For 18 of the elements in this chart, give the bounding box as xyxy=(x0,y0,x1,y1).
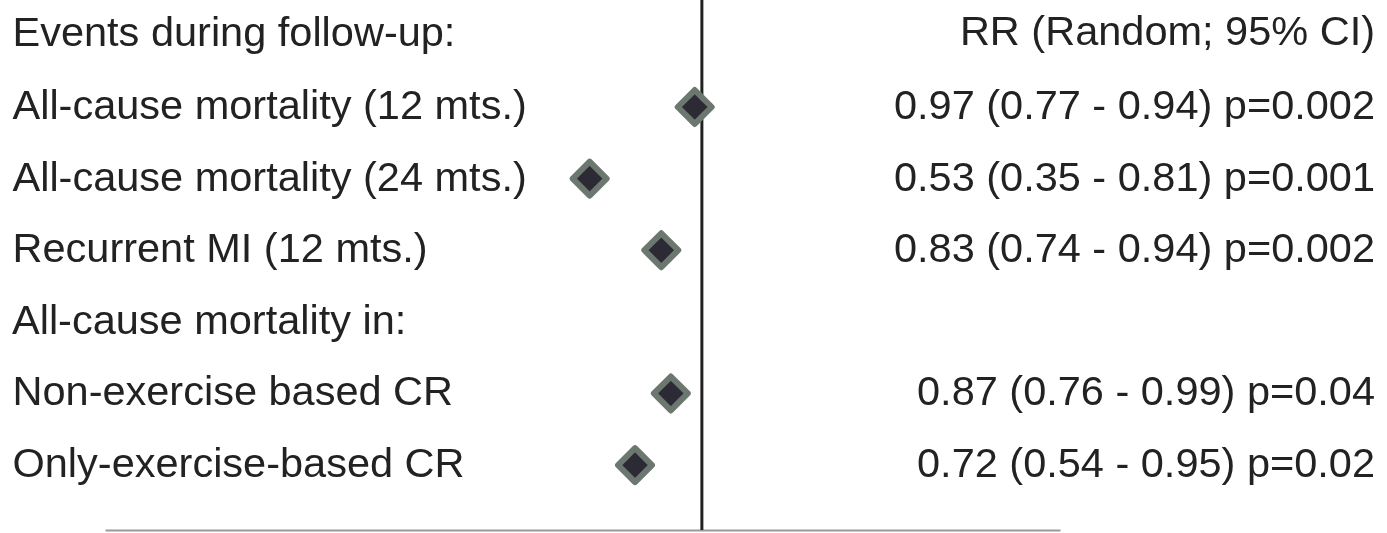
data-label: 0.72 (0.54 - 0.95) p=0.02 xyxy=(917,439,1375,487)
y-tick-label: Non-exercise based CR xyxy=(12,367,454,415)
point xyxy=(569,158,610,199)
y-tick-label: All-cause mortality (24 mts.) xyxy=(12,152,527,200)
y-tick-label: All-cause mortality (12 mts.) xyxy=(12,81,527,128)
y-axis-title: Events during follow-up: xyxy=(12,7,456,55)
y-tick-label: Recurrent MI (12 mts.) xyxy=(12,224,428,272)
y-tick-label: Only-exercise-based CR xyxy=(12,439,465,487)
data-label: 0.83 (0.74 - 0.94) p=0.002 xyxy=(893,224,1375,272)
data-label: 0.53 (0.35 - 0.81) p=0.001 xyxy=(893,152,1375,200)
data-label: 0.97 (0.77 - 0.94) p=0.002 xyxy=(893,81,1375,128)
point xyxy=(650,373,691,414)
point xyxy=(674,87,715,127)
annotation: All-cause mortality in: xyxy=(12,295,407,343)
point xyxy=(615,445,655,486)
data-label: 0.87 (0.76 - 0.99) p=0.04 xyxy=(917,367,1375,415)
text: RR (Random; 95% CI) xyxy=(959,7,1375,54)
point xyxy=(641,230,682,271)
